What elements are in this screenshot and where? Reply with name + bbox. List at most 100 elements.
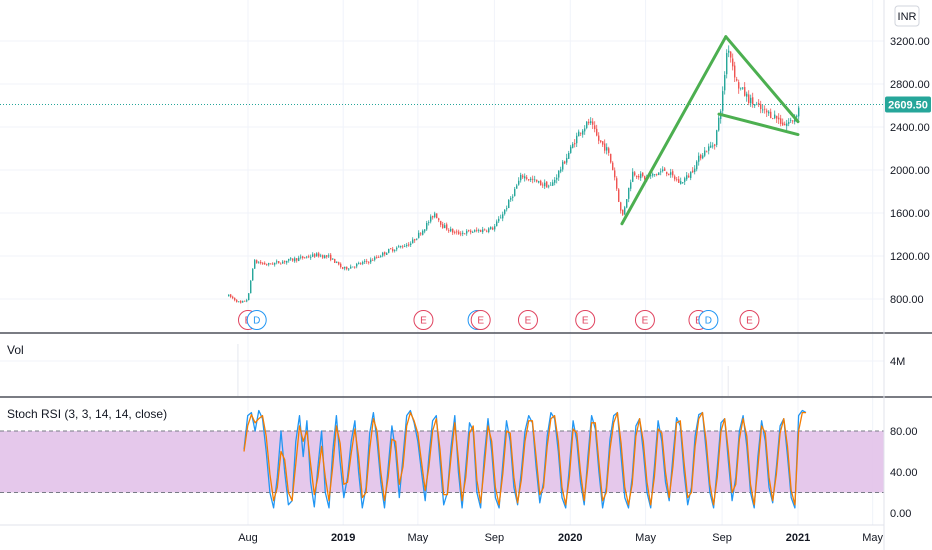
candle-body	[400, 246, 402, 247]
trendline[interactable]	[724, 35, 800, 124]
currency-badge-label: INR	[898, 11, 917, 23]
marker-label: E	[525, 316, 532, 327]
candle-body	[768, 111, 770, 114]
candle-body	[482, 229, 484, 233]
candle-body	[306, 256, 308, 258]
marker-circle	[246, 310, 267, 330]
last-price-badge-bg	[885, 96, 931, 113]
candle-body	[502, 214, 504, 219]
candle-body	[764, 108, 766, 110]
candle-body	[690, 171, 692, 178]
candle-body	[238, 301, 240, 303]
candle-body	[566, 157, 568, 163]
candle-body	[684, 178, 686, 182]
marker-circle	[634, 310, 655, 330]
earnings-marker[interactable]: E	[634, 310, 655, 330]
candle-body	[420, 233, 422, 235]
candle-body	[750, 97, 752, 104]
candle-body	[606, 147, 608, 151]
candle-body	[434, 213, 436, 218]
candle-body	[672, 171, 674, 176]
candle-body	[430, 216, 432, 222]
candle-body	[670, 172, 672, 175]
candle-body	[530, 178, 532, 181]
candle-body	[472, 232, 474, 233]
price-tick-label: 2400.00	[890, 122, 930, 134]
candle-body	[548, 185, 550, 187]
rsi-axis[interactable]: 80.00 40.00 0.00	[890, 426, 918, 520]
candle-body	[426, 223, 428, 230]
currency-badge[interactable]	[894, 5, 920, 27]
candle-body	[638, 176, 640, 178]
candle-body	[580, 132, 582, 134]
trendlines[interactable]	[620, 35, 800, 226]
dividend-marker[interactable]: D	[246, 310, 267, 330]
earnings-marker[interactable]: E	[517, 310, 538, 330]
candle-body	[624, 207, 626, 215]
candle-body	[272, 263, 274, 265]
candle-body	[590, 121, 592, 124]
candle-body	[476, 229, 478, 231]
candle-body	[644, 176, 646, 180]
candle-body	[504, 209, 506, 214]
price-tick-label: 3200.00	[890, 36, 930, 48]
candle-body	[364, 260, 366, 262]
candle-body	[318, 253, 320, 257]
candle-body	[518, 180, 520, 185]
time-tick-label: May	[862, 532, 883, 544]
candle-body	[780, 118, 782, 124]
candle-body	[654, 174, 656, 175]
stoch-rsi-lines	[243, 409, 807, 509]
candle-body	[736, 79, 738, 81]
candle-body	[458, 231, 460, 235]
candle-body	[774, 114, 776, 119]
earnings-marker[interactable]: E	[575, 310, 596, 330]
candle-body	[662, 169, 664, 172]
price-axis[interactable]: 3200.00 2800.00 2400.00 2000.00 1600.00 1200.…	[890, 36, 930, 306]
dividend-marker[interactable]: D	[698, 310, 719, 330]
candle-body	[788, 121, 790, 124]
candle-body	[328, 255, 330, 257]
volume-axis[interactable]: 4M	[890, 356, 905, 368]
volume-grid	[0, 334, 884, 397]
candle-body	[342, 267, 344, 269]
time-axis[interactable]: Aug 2019 May Sep 2020 May Sep 2021 May	[238, 532, 883, 544]
price-tick-label: 800.00	[890, 294, 924, 306]
candle-body	[446, 224, 448, 230]
candle-body	[578, 131, 580, 137]
candle-body	[448, 230, 450, 232]
candle-body	[254, 260, 256, 269]
candle-body	[744, 87, 746, 96]
trendline[interactable]	[620, 35, 728, 226]
earnings-marker[interactable]: E	[470, 310, 491, 330]
candle-body	[612, 162, 614, 171]
candle-body	[674, 176, 676, 180]
marker-label: D	[253, 316, 260, 327]
candle-body	[388, 249, 390, 253]
candle-body	[786, 123, 788, 127]
earnings-marker[interactable]: E	[739, 310, 760, 330]
candle-body	[346, 266, 348, 270]
candle-body	[660, 171, 662, 173]
candle-body	[262, 263, 264, 264]
trendline[interactable]	[717, 112, 800, 137]
candle-body	[256, 260, 258, 263]
candle-body	[366, 261, 368, 262]
candle-body	[234, 297, 236, 301]
price-candles[interactable]	[228, 45, 800, 304]
earnings-marker[interactable]: E	[413, 310, 434, 330]
candle-body	[526, 177, 528, 179]
event-markers[interactable]: EDEDEEEEEDE	[238, 310, 760, 330]
candle-body	[456, 231, 458, 233]
candle-body	[734, 65, 736, 78]
candle-body	[250, 280, 252, 294]
candle-body	[588, 121, 590, 124]
candle-body	[608, 148, 610, 153]
last-price-badge: 2609.50	[885, 96, 931, 113]
candle-body	[344, 266, 346, 269]
candle-body	[712, 145, 714, 147]
candle-body	[252, 268, 254, 281]
candle-body	[308, 256, 310, 258]
candle-body	[452, 228, 454, 233]
